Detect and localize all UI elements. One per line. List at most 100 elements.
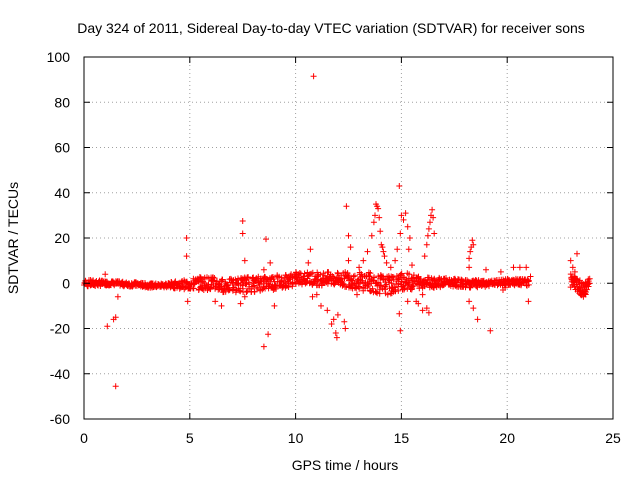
data-point <box>334 311 341 318</box>
data-point <box>389 285 396 292</box>
data-point <box>324 307 331 314</box>
data-point <box>271 302 278 309</box>
data-point <box>467 248 474 255</box>
data-point <box>474 316 481 323</box>
data-point <box>351 272 358 279</box>
data-point <box>423 305 430 312</box>
data-point <box>356 264 363 271</box>
data-point <box>402 210 409 217</box>
data-point <box>347 244 354 251</box>
data-point <box>346 272 353 279</box>
data-point <box>379 244 386 251</box>
data-point <box>370 277 377 284</box>
data-point <box>466 255 473 262</box>
data-point <box>307 246 314 253</box>
y-tick-label: 0 <box>62 275 70 291</box>
data-point <box>512 280 519 287</box>
data-point <box>421 253 428 260</box>
data-point <box>260 266 267 273</box>
data-point <box>405 246 412 253</box>
data-point <box>333 334 340 341</box>
data-point <box>381 253 388 260</box>
data-point <box>305 259 312 266</box>
data-point <box>424 232 431 239</box>
data-point <box>317 271 324 278</box>
data-point <box>183 253 190 260</box>
data-point <box>334 269 341 276</box>
data-point <box>360 257 367 264</box>
data-point <box>345 257 352 264</box>
data-point <box>401 284 408 291</box>
data-point <box>301 270 308 277</box>
data-point <box>569 264 576 271</box>
data-point <box>341 318 348 325</box>
data-point <box>307 271 313 278</box>
data-point <box>340 280 347 287</box>
y-tick-labels: -60 -40 -20 0 20 40 60 80 100 <box>47 49 71 427</box>
data-point <box>352 284 359 291</box>
data-point <box>350 273 357 280</box>
y-axis-title: SDTVAR / TECUs <box>5 182 21 294</box>
data-point <box>212 298 219 305</box>
data-point <box>237 288 244 295</box>
x-tick-label: 20 <box>499 430 515 446</box>
data-point <box>356 285 363 292</box>
data-point <box>424 279 431 286</box>
data-point <box>330 316 337 323</box>
data-point <box>469 237 476 244</box>
data-point <box>260 343 267 350</box>
data-point <box>270 276 277 282</box>
data-point <box>402 279 409 286</box>
data-point <box>241 257 248 264</box>
data-point <box>443 275 449 281</box>
data-point <box>397 327 404 334</box>
data-point <box>483 266 489 273</box>
data-point <box>190 285 197 292</box>
data-point <box>580 293 587 300</box>
data-point <box>392 257 399 264</box>
data-point <box>239 218 246 224</box>
data-point <box>321 272 328 279</box>
data-point <box>343 283 350 290</box>
data-point <box>184 298 191 305</box>
data-point <box>239 282 246 289</box>
data-point <box>410 282 417 289</box>
data-point <box>369 285 376 292</box>
data-point <box>404 298 411 305</box>
data-point <box>398 212 405 219</box>
data-points <box>81 73 593 390</box>
data-point <box>309 293 316 300</box>
x-axis-title: GPS time / hours <box>292 457 399 473</box>
data-point <box>396 183 403 189</box>
data-point <box>387 264 394 271</box>
data-point <box>236 287 243 294</box>
data-point <box>206 285 213 292</box>
data-point <box>292 281 299 287</box>
data-point <box>378 282 385 289</box>
data-point <box>335 270 342 277</box>
data-point <box>376 214 383 221</box>
data-point <box>112 314 119 321</box>
data-point <box>343 203 350 210</box>
data-point <box>406 271 413 278</box>
data-point <box>328 321 335 327</box>
data-point <box>364 248 371 255</box>
data-point <box>527 273 534 280</box>
data-point <box>502 284 509 291</box>
data-point <box>226 286 233 293</box>
data-point <box>430 214 437 221</box>
data-point <box>368 232 375 239</box>
data-point <box>419 291 426 298</box>
data-point <box>218 278 225 284</box>
data-point <box>470 305 477 312</box>
data-point <box>470 241 477 248</box>
data-point <box>102 271 109 278</box>
data-point <box>404 223 411 230</box>
data-point <box>431 230 438 237</box>
data-point <box>260 284 267 291</box>
data-point <box>397 230 404 237</box>
data-point <box>318 302 324 309</box>
chart-title: Day 324 of 2011, Sidereal Day-to-day VTE… <box>77 20 585 36</box>
data-point <box>396 310 403 317</box>
